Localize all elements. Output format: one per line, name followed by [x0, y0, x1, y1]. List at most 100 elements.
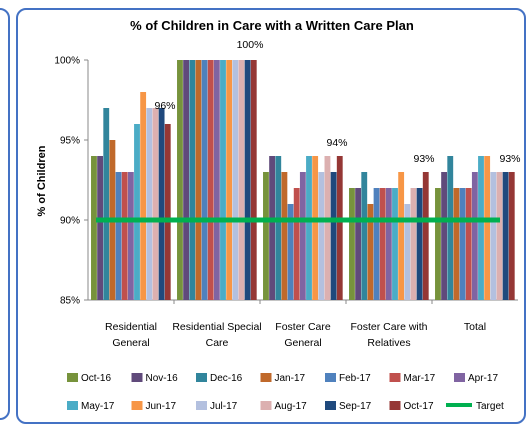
- bar-dec-16: [103, 108, 110, 300]
- bar-oct-16: [263, 172, 269, 300]
- legend-label: Apr-17: [468, 373, 498, 384]
- legend-swatch: [454, 373, 465, 382]
- y-tick-label: 85%: [60, 296, 80, 307]
- bar-nov-16: [355, 188, 362, 300]
- legend-swatch: [196, 401, 207, 410]
- bar-may-17: [478, 156, 484, 300]
- bar-mar-17: [293, 188, 300, 300]
- bar-aug-17: [496, 172, 503, 300]
- bar-nov-16: [269, 156, 276, 300]
- bar-oct-16: [91, 156, 97, 300]
- bar-sep-17: [244, 60, 251, 300]
- bar-jun-17: [398, 172, 405, 300]
- bar-mar-17: [465, 188, 472, 300]
- legend-swatch: [131, 401, 143, 410]
- bar-dec-16: [189, 60, 196, 300]
- legend-swatch: [67, 401, 78, 410]
- bar-apr-17: [471, 172, 478, 300]
- bar-feb-17: [201, 60, 208, 300]
- legend-label: Aug-17: [275, 401, 308, 412]
- legend-label: May-17: [81, 401, 115, 412]
- legend-label: Jul-17: [210, 401, 238, 412]
- y-tick-label: 95%: [60, 136, 80, 147]
- bar-oct-17: [508, 172, 515, 300]
- category-label: Relatives: [367, 337, 410, 349]
- bar-aug-17: [324, 156, 331, 300]
- category-label: Residential Special: [172, 321, 261, 333]
- category-label: General: [284, 337, 321, 349]
- legend-swatch: [260, 373, 272, 382]
- bar-oct-17: [250, 60, 257, 300]
- legend-label: Target: [476, 401, 504, 412]
- category-label: Care: [206, 337, 229, 349]
- bar-nov-16: [441, 172, 448, 300]
- bar-may-17: [392, 188, 398, 300]
- bar-sep-17: [416, 188, 423, 300]
- bar-aug-17: [238, 60, 245, 300]
- bar-sep-17: [158, 108, 165, 300]
- bar-jul-17: [490, 172, 497, 300]
- legend-label: Dec-16: [210, 373, 243, 384]
- bar-oct-17: [336, 156, 343, 300]
- category-label: Residential: [105, 321, 157, 333]
- bar-may-17: [134, 124, 140, 300]
- data-label: 93%: [499, 153, 520, 165]
- bar-mar-17: [379, 188, 386, 300]
- legend: Oct-16 Nov-16 Dec-16 Jan-17 Feb-17 Mar-17 Apr-…: [67, 373, 504, 412]
- chart-title: % of Children in Care with a Written Car…: [130, 18, 414, 33]
- category-label: Foster Care with: [350, 321, 427, 333]
- bar-feb-17: [459, 188, 466, 300]
- legend-swatch: [389, 373, 401, 382]
- bar-dec-16: [275, 156, 282, 300]
- bar-mar-17: [121, 172, 128, 300]
- legend-swatch: [67, 373, 78, 382]
- bar-oct-16: [349, 188, 355, 300]
- y-axis-label: % of Children: [36, 145, 48, 216]
- bar-jul-17: [146, 108, 153, 300]
- bar-sep-17: [330, 172, 337, 300]
- legend-label: Jun-17: [146, 401, 177, 412]
- bar-apr-17: [127, 172, 134, 300]
- legend-swatch: [131, 373, 143, 382]
- legend-label: Mar-17: [404, 373, 436, 384]
- legend-swatch: [325, 373, 336, 382]
- bar-jan-17: [453, 188, 460, 300]
- legend-swatch: [389, 401, 401, 410]
- category-label: Total: [464, 321, 486, 333]
- bar-jan-17: [281, 172, 288, 300]
- bar-jun-17: [484, 156, 491, 300]
- bar-jun-17: [312, 156, 319, 300]
- legend-label: Oct-17: [404, 401, 434, 412]
- bar-nov-16: [183, 60, 190, 300]
- bar-nov-16: [97, 156, 104, 300]
- plot-area: 85% 90% 95% 100% Residential General Residenti…: [54, 39, 520, 349]
- bar-jun-17: [140, 92, 147, 300]
- legend-swatch: [325, 401, 336, 410]
- bar-may-17: [306, 156, 312, 300]
- bar-mar-17: [207, 60, 214, 300]
- data-label: 93%: [413, 153, 434, 165]
- bar-aug-17: [410, 188, 417, 300]
- bar-jan-17: [195, 60, 202, 300]
- bar-dec-16: [447, 156, 454, 300]
- bar-sep-17: [502, 172, 509, 300]
- legend-label: Jan-17: [275, 373, 306, 384]
- bar-oct-16: [435, 188, 441, 300]
- bar-jul-17: [232, 60, 239, 300]
- bar-dec-16: [361, 172, 368, 300]
- bar-aug-17: [152, 108, 159, 300]
- bar-jun-17: [226, 60, 233, 300]
- legend-swatch: [196, 373, 207, 382]
- category-label: Foster Care: [275, 321, 331, 333]
- bar-oct-17: [164, 124, 171, 300]
- legend-label: Feb-17: [339, 373, 371, 384]
- bar-feb-17: [287, 204, 294, 300]
- bar-jan-17: [367, 204, 374, 300]
- y-tick-label: 90%: [60, 216, 80, 227]
- bar-apr-17: [385, 188, 392, 300]
- legend-label: Oct-16: [81, 373, 111, 384]
- data-label: 94%: [326, 137, 347, 149]
- legend-label: Sep-17: [339, 401, 372, 412]
- bar-feb-17: [373, 188, 380, 300]
